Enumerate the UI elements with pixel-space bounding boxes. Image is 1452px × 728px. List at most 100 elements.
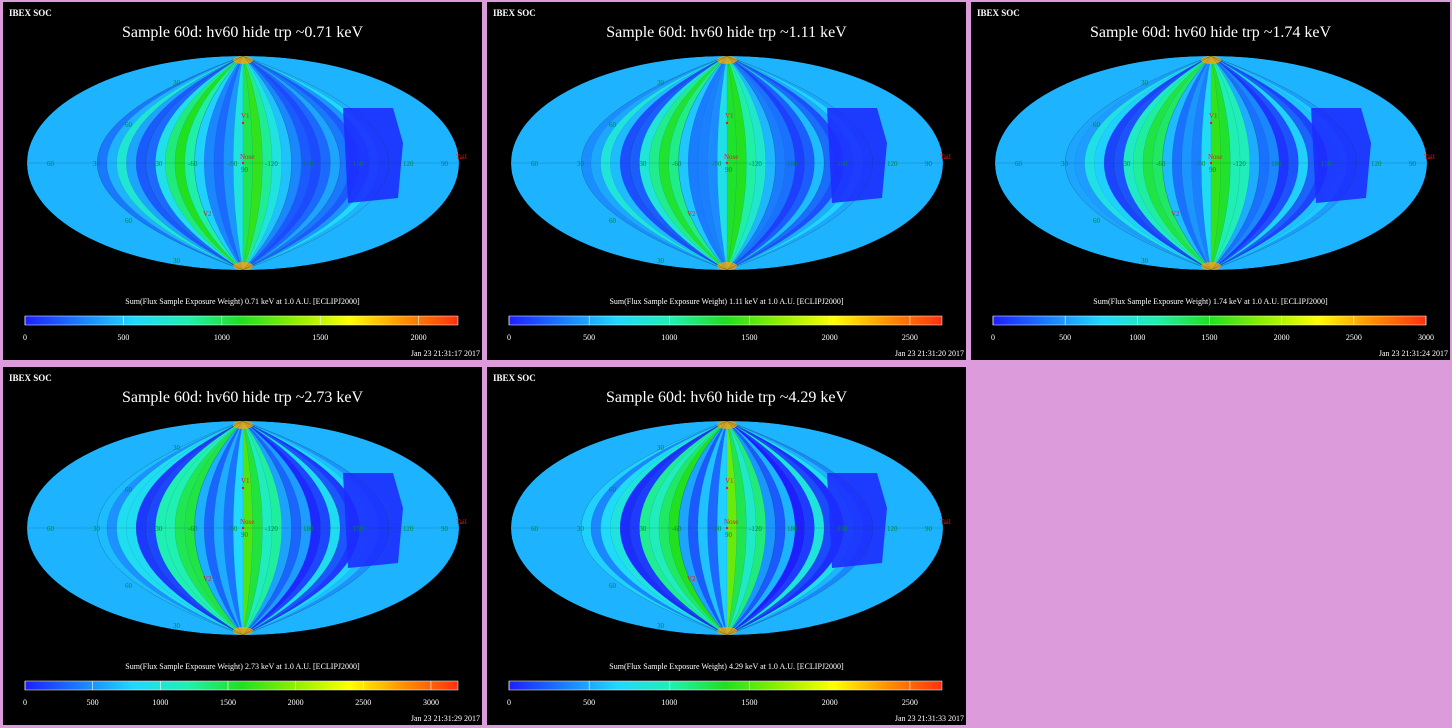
pole-south (717, 627, 737, 635)
pole-north (1201, 56, 1221, 64)
map-band (242, 56, 302, 270)
panel-title: Sample 60d: hv60 hide trp ~4.29 keV (605, 389, 848, 406)
longitude-tick: 90 (441, 525, 449, 533)
colorbar-tick-label: 1000 (661, 333, 678, 342)
colorbar-tick-label: 2500 (355, 698, 372, 707)
latitude-tick: 30 (173, 444, 181, 452)
colorbar-tick-label: 500 (1059, 333, 1072, 342)
pole-south (233, 262, 253, 270)
sky-map-svg: 60 30 -30 -60 -90 -120 180 150 120 90 30 60 90 60 30 V1… (508, 420, 951, 691)
longitude-tick: -30 (637, 160, 647, 168)
longitude-tick: 150 (837, 525, 848, 533)
longitude-tick: 150 (1321, 160, 1332, 168)
longitude-tick: -90 (1196, 160, 1206, 168)
colorbar-tick-label: 1500 (219, 698, 236, 707)
v1-marker (1209, 121, 1213, 125)
v1-label: V1 (725, 112, 734, 120)
map-band (242, 421, 302, 635)
sky-map-panel: IBEX SOC Sample 60d: hv60 hide trp ~1.74 … (971, 2, 1450, 360)
sky-map-svg: 60 30 -30 -60 -90 -120 180 150 120 90 30 60 90 60 30 V1… (508, 55, 951, 326)
longitude-tick: -60 (188, 525, 198, 533)
colorbar-label: Sum(Flux Sample Exposure Weight) 2.73 ke… (125, 662, 360, 671)
nose-marker (1209, 161, 1213, 165)
institution-label: IBEX SOC (9, 8, 52, 18)
longitude-tick: 180 (303, 160, 314, 168)
latitude-tick: 60 (125, 582, 133, 590)
longitude-tick: 30 (577, 160, 585, 168)
colorbar (508, 315, 943, 326)
colorbar-tick-label: 0 (23, 333, 27, 342)
longitude-tick: -90 (228, 160, 238, 168)
low-exposure-region (343, 473, 403, 568)
longitude-tick: 30 (93, 525, 101, 533)
longitude-tick: 120 (1371, 160, 1382, 168)
longitude-tick: 90 (441, 160, 449, 168)
colorbar-tick-label: 0 (991, 333, 995, 342)
pole-south (1201, 262, 1221, 270)
pole-south (233, 627, 253, 635)
latitude-tick: 60 (125, 217, 133, 225)
latitude-tick: 30 (1141, 257, 1149, 265)
low-exposure-region (827, 108, 887, 203)
latitude-tick: 60 (609, 582, 617, 590)
tail-label: Tail (456, 518, 467, 526)
colorbar-label: Sum(Flux Sample Exposure Weight) 1.11 ke… (609, 297, 844, 306)
longitude-tick: 180 (787, 525, 798, 533)
timestamp: Jan 23 21:31:29 2017 (410, 714, 480, 723)
panel-title: Sample 60d: hv60 hide trp ~2.73 keV (121, 389, 364, 406)
colorbar-tick-label: 500 (86, 698, 99, 707)
latitude-tick: 60 (1093, 217, 1101, 225)
latitude-tick: 60 (125, 486, 133, 494)
longitude-tick: 90 (925, 525, 933, 533)
pole-north (717, 56, 737, 64)
v1-label: V1 (241, 112, 250, 120)
institution-label: IBEX SOC (9, 373, 52, 383)
v1-marker (725, 121, 729, 125)
colorbar-tick-label: 2000 (821, 333, 838, 342)
longitude-tick: 120 (887, 160, 898, 168)
map-band (726, 421, 786, 635)
sky-map-svg: 60 30 -30 -60 -90 -120 180 150 120 90 30 60 90 60 30 V1… (992, 55, 1435, 326)
v1-label: V1 (1209, 112, 1218, 120)
longitude-tick: 60 (531, 525, 539, 533)
map-band (726, 421, 747, 635)
colorbar-tick-label: 2500 (901, 333, 918, 342)
low-exposure-region (827, 473, 887, 568)
longitude-tick: -120 (265, 160, 278, 168)
latitude-tick: 60 (609, 486, 617, 494)
longitude-tick: 180 (787, 160, 798, 168)
longitude-tick: 150 (837, 160, 848, 168)
longitude-tick: 30 (1061, 160, 1069, 168)
longitude-tick: 120 (887, 525, 898, 533)
colorbar-tick-label: 3000 (1418, 333, 1434, 342)
colorbar-tick-label: 500 (117, 333, 130, 342)
colorbar-tick-label: 500 (583, 333, 596, 342)
colorbar-tick-label: 2500 (901, 698, 918, 707)
v1-marker (725, 486, 729, 490)
nose-label: Nose (1208, 153, 1222, 161)
latitude-tick: 30 (1141, 79, 1149, 87)
tail-label: Tail (940, 518, 951, 526)
colorbar-tick-label: 1000 (661, 698, 678, 707)
nose-label: Nose (240, 153, 254, 161)
latitude-tick: 30 (173, 622, 181, 630)
v1-label: V1 (241, 477, 250, 485)
map-band (726, 56, 786, 270)
colorbar-tick-label: 1500 (1201, 333, 1218, 342)
longitude-tick: -60 (188, 160, 198, 168)
v1-label: V1 (725, 477, 734, 485)
tail-label: Tail (1424, 153, 1435, 161)
colorbar-tick-label: 0 (23, 698, 27, 707)
longitude-tick: 60 (47, 525, 55, 533)
timestamp: Jan 23 21:31:17 2017 (410, 349, 480, 358)
colorbar-tick-label: 2500 (1345, 333, 1362, 342)
panel-title: Sample 60d: hv60 hide trp ~1.11 keV (606, 24, 847, 41)
latitude-tick: 60 (125, 121, 133, 129)
nose-marker (725, 526, 729, 530)
latitude-tick: 90 (241, 531, 249, 539)
tail-label: Tail (456, 153, 467, 161)
latitude-tick: 30 (173, 257, 181, 265)
longitude-tick: -60 (672, 525, 682, 533)
longitude-tick: -90 (712, 160, 722, 168)
longitude-tick: -60 (1156, 160, 1166, 168)
